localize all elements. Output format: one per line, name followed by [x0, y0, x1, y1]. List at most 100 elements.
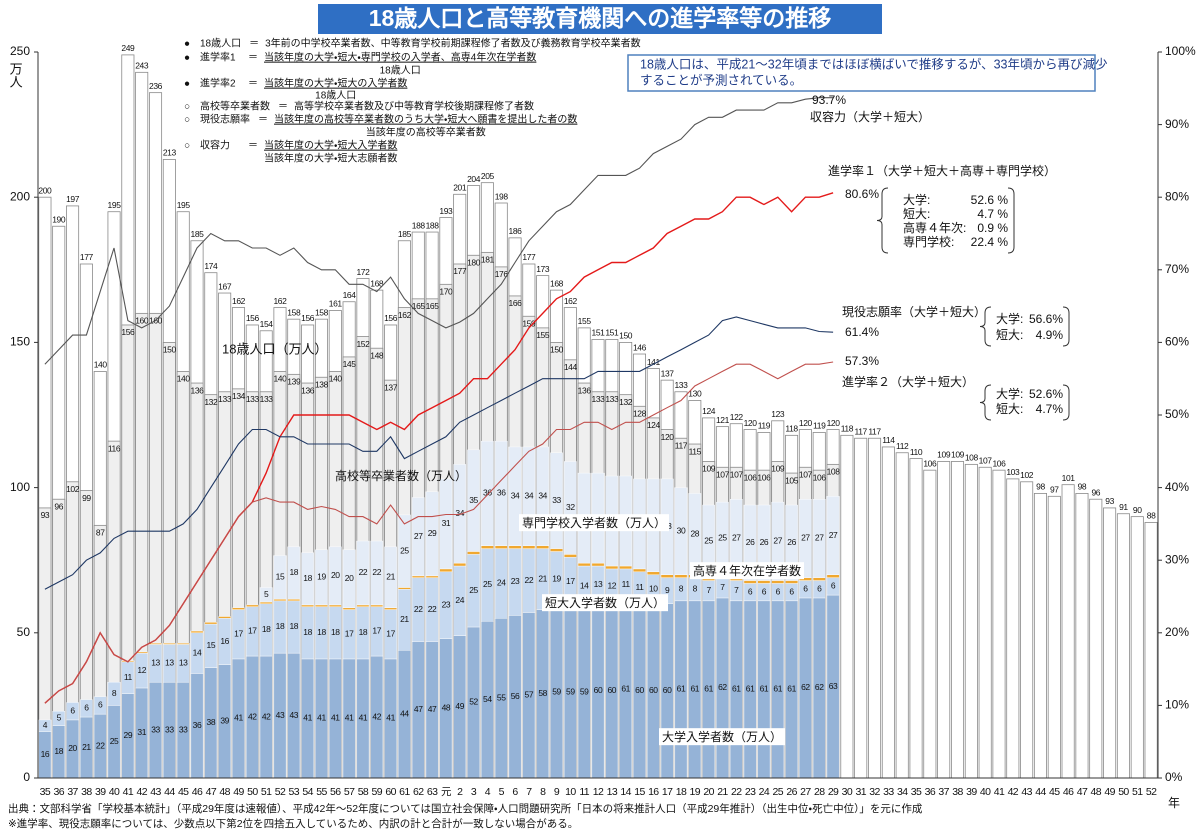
x-tick-label: 28: [814, 786, 825, 798]
data-label: 6: [84, 703, 89, 713]
data-label: 168: [370, 278, 384, 288]
data-label: 167: [218, 281, 232, 291]
data-label: 150: [163, 345, 177, 355]
data-label: 96: [1091, 487, 1100, 497]
data-label: 59: [552, 687, 561, 697]
def-bullet: ○: [184, 102, 190, 113]
data-label: 13: [151, 658, 160, 668]
def-numerator: 当該年度の大学・短大入学者数: [264, 139, 397, 152]
data-label: 190: [52, 214, 66, 224]
data-label: 22: [525, 575, 534, 585]
data-label: 49: [455, 701, 464, 711]
bar: [812, 499, 826, 578]
data-label: 117: [855, 426, 868, 436]
def-bullet: ○: [184, 141, 190, 152]
data-label: 7: [720, 582, 725, 592]
data-label: 140: [329, 374, 343, 384]
bars: 2001901971771401952492432362131951851741…: [38, 43, 1158, 779]
data-label: 6: [831, 581, 836, 591]
data-label: 170: [439, 287, 453, 297]
breakdown-value: 56.6%: [1029, 312, 1063, 326]
def-numerator: 当該年度の大学・短大の入学者数: [264, 77, 407, 90]
bar: [356, 604, 370, 607]
data-label: 136: [578, 385, 592, 395]
x-tick-label: 4: [485, 786, 491, 798]
x-tick-label: 45: [178, 786, 189, 798]
data-label: 173: [536, 264, 550, 274]
x-tick-label: 40: [980, 786, 991, 798]
data-label: 31: [137, 727, 146, 737]
data-label: 13: [594, 579, 603, 589]
bar: [840, 434, 854, 779]
data-label: 162: [398, 310, 412, 320]
series-label: 収容力（大学＋短大）: [810, 109, 930, 124]
data-label: 120: [744, 418, 758, 428]
breakdown-label: 大学:: [996, 386, 1023, 401]
data-label: 36: [497, 488, 506, 498]
label-bg: [542, 594, 669, 612]
bar: [660, 574, 674, 578]
x-tick-label: 55: [316, 786, 327, 798]
data-label: 164: [343, 290, 357, 300]
y2-tick-label: 50%: [1165, 407, 1189, 421]
breakdown-value: 52.6 %: [971, 193, 1009, 207]
data-label: 13: [165, 658, 174, 668]
data-label: 121: [716, 415, 730, 425]
data-label: 18: [317, 627, 326, 637]
bar: [273, 555, 287, 600]
data-label: 133: [605, 394, 619, 404]
bar: [287, 546, 301, 600]
data-label: 60: [594, 685, 603, 695]
data-label: 168: [550, 278, 564, 288]
data-label: 236: [149, 81, 163, 91]
data-label: 17: [345, 629, 354, 639]
def-term: 進学率1: [200, 51, 236, 64]
data-label: 21: [538, 573, 547, 583]
data-label: 61: [746, 684, 755, 694]
data-label: 193: [439, 206, 453, 216]
bar: [1033, 493, 1047, 779]
breakdown-value: 4.7%: [1036, 402, 1064, 416]
data-label: 155: [578, 316, 592, 326]
data-label: 62: [801, 682, 810, 692]
series-label: 高校等卒業者数（万人）: [335, 468, 467, 483]
bar: [315, 604, 328, 607]
x-tick-label: 29: [828, 786, 839, 798]
x-tick-label: 40: [109, 786, 120, 798]
x-tick-label: 22: [731, 786, 742, 798]
x-tick-label: 41: [994, 786, 1005, 798]
data-label: 61: [732, 684, 741, 694]
bar: [964, 463, 978, 779]
data-label: 6: [748, 586, 753, 596]
annotation: 61.4%: [845, 325, 879, 339]
data-label: 150: [550, 345, 564, 355]
data-label: 39: [220, 716, 229, 726]
data-label: 47: [414, 704, 423, 714]
data-label: 162: [273, 296, 287, 306]
y2-tick-label: 30%: [1165, 552, 1189, 566]
y2-tick-label: 0%: [1165, 770, 1183, 784]
bar: [743, 580, 757, 584]
breakdown-label: 短大:: [996, 328, 1023, 342]
data-label: 8: [679, 583, 684, 593]
x-tick-label: 57: [344, 786, 355, 798]
x-tick-label: 12: [593, 786, 604, 798]
x-tick-label: 47: [1077, 786, 1088, 798]
bar: [453, 562, 467, 567]
data-label: 109: [702, 464, 716, 474]
data-label: 205: [481, 171, 495, 181]
annotation: 57.3%: [845, 354, 879, 368]
x-tick-label: 36: [925, 786, 936, 798]
data-label: 63: [829, 681, 838, 691]
bar: [453, 464, 467, 564]
bar: [1089, 498, 1103, 779]
data-label: 198: [495, 191, 509, 201]
data-label: 25: [110, 736, 119, 746]
x-tick-label: 11: [579, 786, 589, 798]
x-tick-label: 45: [1049, 786, 1060, 798]
data-label: 177: [80, 252, 94, 262]
footer: 出典：文部科学省「学校基本統計」（平成29年度は速報値）、平成42年～52年度に…: [8, 802, 923, 815]
data-label: 130: [688, 389, 702, 399]
x-tick-label: 43: [150, 786, 161, 798]
data-label: 60: [635, 685, 644, 695]
